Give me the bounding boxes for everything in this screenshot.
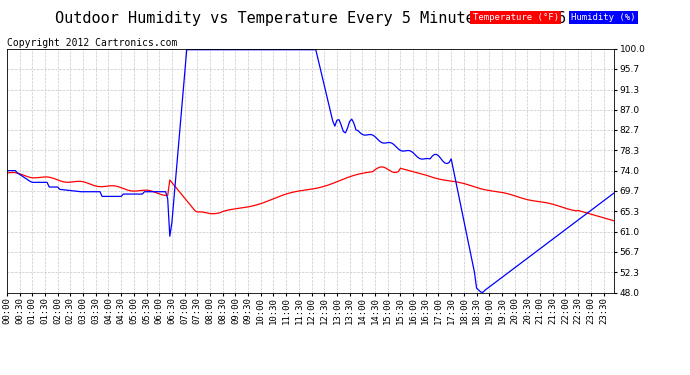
Text: Copyright 2012 Cartronics.com: Copyright 2012 Cartronics.com: [7, 38, 177, 48]
Text: Outdoor Humidity vs Temperature Every 5 Minutes 20120816: Outdoor Humidity vs Temperature Every 5 …: [55, 11, 566, 26]
Text: Temperature (°F): Temperature (°F): [473, 13, 559, 22]
Text: Humidity (%): Humidity (%): [571, 13, 635, 22]
